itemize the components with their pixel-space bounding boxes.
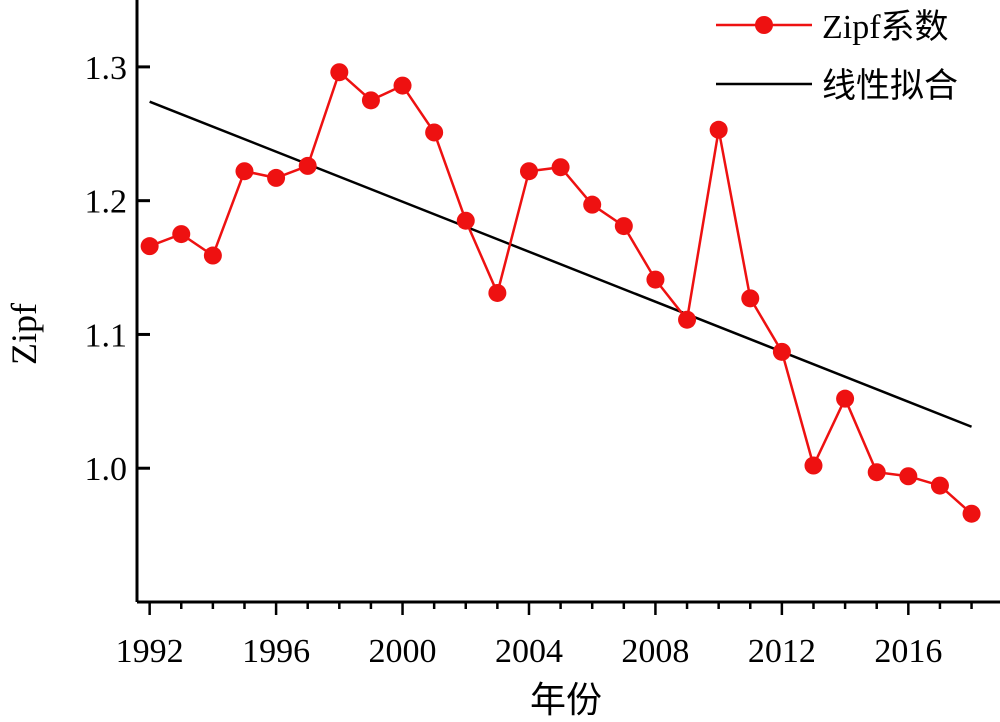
- data-point-zipf: [456, 211, 475, 230]
- data-point-zipf: [172, 225, 191, 244]
- data-point-zipf: [962, 504, 981, 523]
- y-tick-label: 1.2: [85, 184, 128, 221]
- legend-label-zipf: Zipf系数: [822, 8, 949, 46]
- legend-item-zipf: Zipf系数: [716, 8, 949, 46]
- legend: Zipf系数 线性拟合: [716, 8, 958, 105]
- x-tick-label: 2004: [495, 633, 563, 670]
- legend-item-linear-fit: 线性拟合: [716, 67, 958, 105]
- data-point-zipf: [519, 162, 538, 181]
- data-point-zipf: [583, 195, 602, 214]
- data-point-zipf: [836, 389, 855, 408]
- data-point-zipf: [930, 476, 949, 495]
- legend-marker-zipf: [755, 16, 773, 34]
- data-point-zipf: [361, 91, 380, 110]
- data-point-zipf: [298, 156, 317, 175]
- data-point-zipf: [140, 237, 159, 256]
- data-point-zipf: [772, 342, 791, 361]
- axes: 1.0 1.1 1.2 1.3 1992 1996 2000 2004 2008 2012 201…: [85, 0, 1000, 670]
- data-point-zipf: [804, 456, 823, 475]
- x-tick-label: 2008: [621, 633, 689, 670]
- data-point-zipf: [235, 162, 254, 181]
- legend-label-linear-fit: 线性拟合: [822, 67, 958, 105]
- series-line-linear-fit: [149, 100, 973, 428]
- data-point-zipf: [741, 289, 760, 308]
- y-tick-label: 1.3: [85, 50, 128, 87]
- y-axis-title: Zipf: [4, 303, 44, 365]
- x-tick-label: 2012: [748, 633, 816, 670]
- data-point-zipf: [488, 283, 507, 302]
- data-point-zipf: [330, 63, 349, 82]
- x-tick-label: 2000: [369, 633, 437, 670]
- series-line-zipf: [149, 70, 973, 515]
- x-tick-label: 2016: [874, 633, 942, 670]
- data-point-zipf: [551, 158, 570, 177]
- data-point-zipf: [425, 123, 444, 142]
- data-point-zipf: [867, 463, 886, 482]
- x-tick-label: 1992: [116, 633, 184, 670]
- y-tick-label: 1.1: [85, 317, 128, 354]
- data-point-zipf: [678, 310, 697, 329]
- plot-area: [140, 63, 981, 523]
- data-point-zipf: [709, 120, 728, 139]
- x-tick-label: 1996: [242, 633, 310, 670]
- data-point-zipf: [203, 246, 222, 265]
- data-point-zipf: [393, 76, 412, 95]
- x-axis-title: 年份: [530, 680, 602, 720]
- y-tick-label: 1.0: [85, 451, 128, 488]
- data-point-zipf: [614, 217, 633, 236]
- data-point-zipf: [646, 270, 665, 289]
- data-point-zipf: [899, 467, 918, 486]
- data-point-zipf: [267, 168, 286, 187]
- y-ticks: 1.0 1.1 1.2 1.3: [85, 50, 150, 488]
- x-ticks: 1992 1996 2000 2004 2008 2012 2016: [116, 602, 973, 670]
